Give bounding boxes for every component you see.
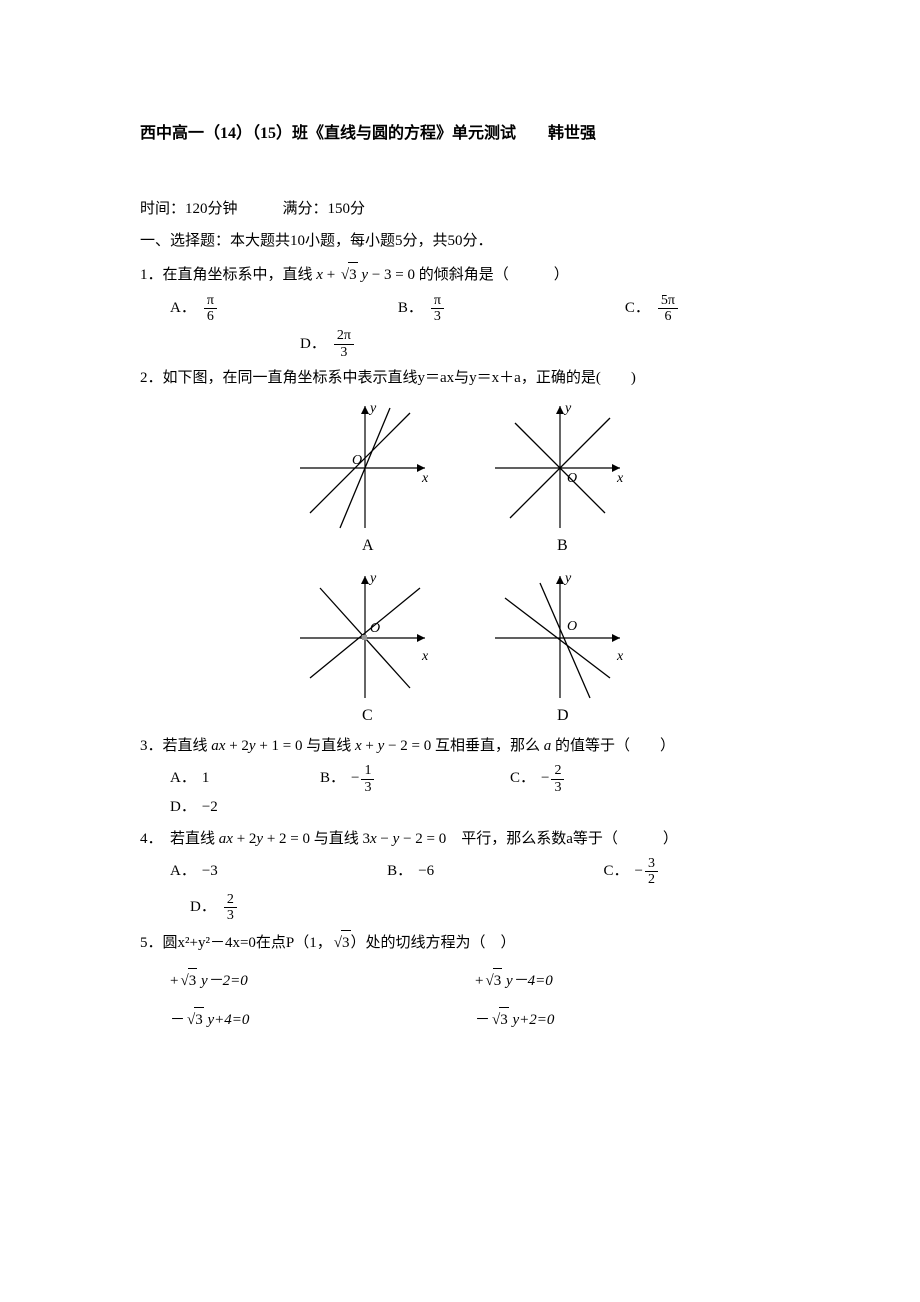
page: 西中高一（14）（15）班《直线与圆的方程》单元测试 韩世强 时间：120分钟 … [0, 0, 920, 1302]
q5-options: +3 y－2=0 +3 y－4=0 －3 y+4=0 －3 y+2=0 [170, 968, 780, 1033]
q1-options-row2: D． 2π3 [300, 328, 780, 360]
q2-svg: y x O A y x O B y [250, 398, 670, 728]
option-label: B． [398, 296, 423, 322]
option-label: D． [300, 332, 326, 358]
axis-label-y: y [368, 401, 377, 416]
q4-stem: 4． 若直线 ax + 2y + 2 = 0 与直线 3x − y − 2 = … [140, 827, 780, 853]
exam-title: 西中高一（14）（15）班《直线与圆的方程》单元测试 韩世强 [140, 120, 780, 147]
exam-info: 时间：120分钟 满分：150分 [140, 197, 780, 223]
q4-option-d: D． 23 [190, 892, 239, 924]
section-1-heading: 一、选择题：本大题共10小题，每小题5分，共50分． [140, 229, 780, 255]
q4-option-c: C． − 32 [604, 856, 660, 888]
center-marker [362, 635, 367, 640]
q4-option-a: A． −3 [170, 856, 218, 888]
panel-label: D [557, 707, 569, 724]
axis-label-y: y [563, 401, 572, 416]
sqrt-icon: 3 [332, 930, 351, 957]
q2-panel-b: y x O B [495, 401, 624, 554]
q2-panel-d: y x O D [495, 571, 624, 724]
q3-options: A． 1 B． − 13 C． − 23 D． −2 [170, 763, 780, 820]
q3-option-a: A． 1 [170, 763, 280, 795]
axis-label-y: y [563, 571, 572, 586]
q4-options-row2: D． 23 [190, 892, 780, 924]
q4-option-b: B． −6 [387, 856, 434, 888]
axis-label-x: x [421, 471, 429, 486]
panel-label: A [362, 537, 374, 554]
q2-panel-c: y x O C [300, 571, 429, 724]
q1-option-d: D． 2π3 [300, 328, 356, 360]
q5-option-3: －3 y+4=0 [170, 1007, 475, 1034]
axis-label-x: x [616, 471, 624, 486]
q5-option-1: +3 y－2=0 [170, 968, 475, 995]
q1-stem-pre: 1．在直角坐标系中，直线 [140, 267, 313, 283]
q1-option-a: A． π6 [170, 293, 219, 325]
fraction: 5π6 [658, 293, 678, 325]
q5-option-4: －3 y+2=0 [475, 1007, 780, 1034]
axis-label-x: x [616, 649, 624, 664]
q1-option-b: B． π3 [398, 293, 446, 325]
panel-label: C [362, 707, 373, 724]
fraction: 2π3 [334, 328, 354, 360]
q3-option-d: D． −2 [170, 795, 218, 821]
q3-option-b: B． − 13 [320, 763, 470, 795]
q2-panel-a: y x O A [300, 401, 429, 554]
q5-option-2: +3 y－4=0 [475, 968, 780, 995]
origin-label: O [567, 619, 577, 634]
q2-stem: 2．如下图，在同一直角坐标系中表示直线y＝ax与y＝x＋a，正确的是( ) [140, 366, 780, 392]
q2-diagram: y x O A y x O B y [140, 398, 780, 728]
axis-label-x: x [421, 649, 429, 664]
panel-label: B [557, 537, 568, 554]
option-label: C． [625, 296, 650, 322]
fraction: π6 [204, 293, 217, 325]
q3-option-c: C． − 23 [510, 763, 660, 795]
q1-equation: x [316, 267, 326, 283]
q1-stem-post: 的倾斜角是（ ） [419, 267, 569, 283]
q5-stem: 5．圆x²+y²－4x=0在点P（1，3）处的切线方程为（ ） [140, 930, 780, 957]
fraction: π3 [431, 293, 444, 325]
sqrt-icon: 3 [339, 262, 358, 289]
q1-stem: 1．在直角坐标系中，直线 x + 3 y − 3 = 0 的倾斜角是（ ） [140, 262, 780, 289]
option-label: A． [170, 296, 196, 322]
axis-label-y: y [368, 571, 377, 586]
q3-stem: 3．若直线 ax + 2y + 1 = 0 与直线 x + y − 2 = 0 … [140, 734, 780, 760]
q1-option-c: C． 5π6 [625, 293, 680, 325]
q4-options-row1: A． −3 B． −6 C． − 32 [170, 856, 780, 888]
q1-options-row1: A． π6 B． π3 C． 5π6 [170, 293, 780, 325]
